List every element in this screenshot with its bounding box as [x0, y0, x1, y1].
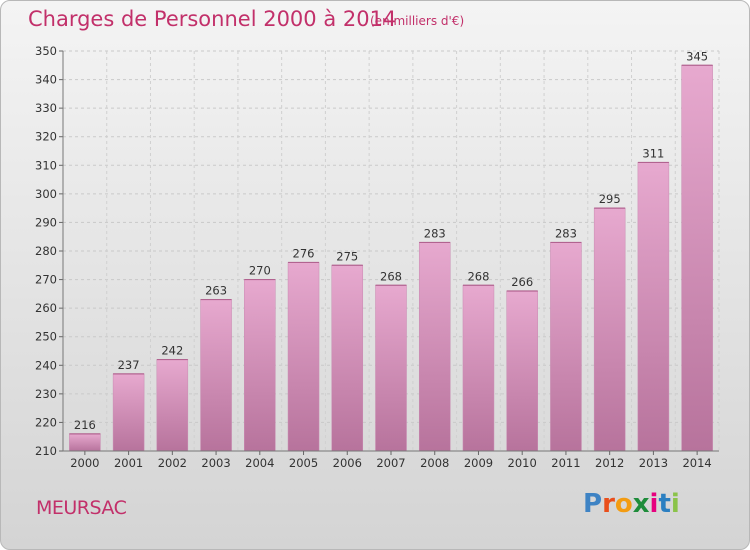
y-tick-label: 290: [35, 215, 57, 229]
bar-2002[interactable]: [156, 359, 189, 452]
y-tick-label: 260: [35, 301, 57, 315]
y-tick-label: 230: [35, 387, 57, 401]
logo-letter: r: [602, 489, 615, 519]
y-tick-label: 340: [35, 73, 57, 87]
data-label: 266: [511, 275, 533, 289]
y-tick-label: 320: [35, 130, 57, 144]
data-label: 216: [74, 418, 96, 432]
y-tick-label: 220: [35, 415, 57, 429]
logo-letter: o: [614, 489, 633, 519]
bar-2001[interactable]: [112, 373, 145, 452]
x-tick-label: 2000: [70, 456, 99, 470]
data-label: 276: [293, 246, 315, 260]
data-labels: 216 237 242 263 270 276 275 268 283 268 266 283 295 3…: [74, 49, 708, 432]
x-tick-label: 2014: [682, 456, 711, 470]
data-label: 283: [555, 226, 577, 240]
data-label: 270: [249, 264, 271, 278]
logo-letter: t: [658, 489, 671, 519]
bar-2009[interactable]: [462, 285, 495, 452]
data-label: 311: [642, 146, 664, 160]
data-label: 268: [380, 269, 402, 283]
logo-letter: P: [583, 489, 603, 519]
data-label: 237: [118, 358, 140, 372]
data-label: 345: [686, 49, 708, 63]
chart-title: Charges de Personnel 2000 à 2014: [28, 7, 397, 31]
bar-2010[interactable]: [506, 290, 538, 452]
x-tick-label: 2003: [201, 456, 230, 470]
bar-2011[interactable]: [550, 242, 582, 452]
y-tick-label: 210: [35, 444, 57, 458]
y-tick-label: 270: [35, 273, 57, 287]
bar-2013[interactable]: [637, 162, 670, 452]
x-tick-label: 2007: [376, 456, 405, 470]
logo-letter: i: [649, 489, 659, 519]
x-tick-label: 2012: [595, 456, 624, 470]
data-label: 295: [599, 192, 621, 206]
bar-2003[interactable]: [200, 299, 232, 452]
bar-2014[interactable]: [681, 65, 713, 452]
commune-name: MEURSAC: [36, 497, 127, 519]
data-label: 283: [424, 226, 446, 240]
y-tick-label: 310: [35, 158, 57, 172]
logo-letter: x: [632, 489, 650, 519]
x-tick-label: 2013: [639, 456, 668, 470]
y-tick-label: 300: [35, 187, 57, 201]
bar-2005[interactable]: [287, 262, 320, 452]
bar-2007[interactable]: [375, 285, 407, 452]
bar-2006[interactable]: [331, 265, 364, 452]
bars: [69, 64, 713, 452]
x-tick-label: 2006: [333, 456, 362, 470]
x-tick-label: 2005: [289, 456, 318, 470]
x-tick-label: 2009: [464, 456, 493, 470]
y-tick-label: 280: [35, 244, 57, 258]
data-label: 263: [205, 284, 227, 298]
bar-2008[interactable]: [418, 242, 451, 452]
logo-letter: i: [670, 489, 680, 519]
y-tick-label: 330: [35, 101, 57, 115]
x-tick-label: 2002: [158, 456, 187, 470]
x-tick-label: 2004: [245, 456, 274, 470]
y-tick-label: 350: [35, 44, 57, 58]
x-tick-label: 2008: [420, 456, 449, 470]
x-tick-label: 2001: [114, 456, 143, 470]
proxiti-logo[interactable]: Proxiti: [583, 489, 680, 519]
x-tick-label: 2011: [551, 456, 580, 470]
bar-2004[interactable]: [244, 279, 276, 452]
chart-subtitle: (en milliers d'€): [370, 14, 465, 28]
x-tick-label: 2010: [508, 456, 537, 470]
data-label: 268: [467, 269, 489, 283]
y-tick-label: 240: [35, 358, 57, 372]
bar-2012[interactable]: [593, 207, 626, 452]
axes: 210 220 230 240 250 260 270 280 290 300 310 320 330 3…: [35, 44, 719, 470]
y-tick-label: 250: [35, 330, 57, 344]
data-label: 275: [336, 249, 358, 263]
data-label: 242: [161, 344, 183, 358]
bar-2000[interactable]: [69, 433, 101, 452]
